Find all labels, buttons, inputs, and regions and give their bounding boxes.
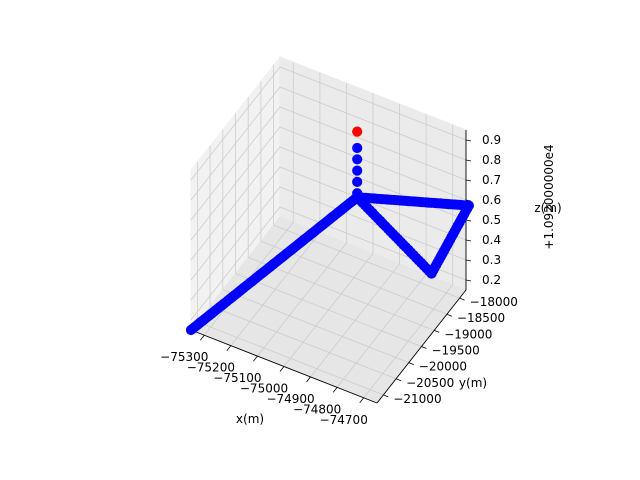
- x-tick-mark: [226, 345, 232, 351]
- x-tick-label: −74700: [320, 413, 368, 427]
- y-tick-label: −19500: [432, 344, 480, 358]
- z-gridline: [190, 146, 467, 261]
- y-axis-label: y(m): [459, 376, 487, 390]
- y-tick-label: −20000: [419, 360, 467, 374]
- y-tick-mark: [446, 313, 453, 317]
- z-tick-mark: [465, 159, 472, 162]
- y-tick-mark: [408, 362, 414, 366]
- y-tick-label: −18500: [457, 311, 505, 325]
- x-tick-label: −74900: [266, 392, 314, 406]
- z-gridline: [190, 206, 467, 321]
- z-gridline: [190, 86, 467, 201]
- y-gridline: [273, 65, 460, 299]
- x-tick-mark: [199, 334, 205, 341]
- y-tick-mark: [383, 394, 389, 398]
- data-point: [352, 176, 363, 187]
- y-tick-mark: [395, 378, 402, 382]
- z-tick-mark: [465, 139, 472, 142]
- z-tick-label: 0.7: [482, 173, 501, 187]
- data-point: [352, 192, 363, 203]
- x-tick-label: −74800: [293, 402, 341, 416]
- z-axis-label: z(m): [534, 201, 561, 215]
- x-tick-mark: [332, 387, 338, 393]
- z-tick-label: 0.8: [482, 153, 501, 167]
- y-tick-label: −20500: [406, 376, 454, 390]
- z-tick-label: 0.6: [482, 193, 501, 207]
- data-point: [352, 142, 363, 154]
- z-offset-label: +1.092000000e4: [542, 144, 556, 249]
- y-gridline: [222, 129, 409, 363]
- data-point: [352, 165, 363, 176]
- y-tick-label: −21000: [393, 392, 441, 406]
- z-tick-mark: [465, 239, 472, 242]
- x-gridline: [283, 93, 374, 367]
- x-gridline: [310, 103, 401, 378]
- tick-marks: [199, 139, 472, 404]
- z-tick-label: 0.2: [482, 273, 501, 287]
- z-tick-label: 0.5: [482, 213, 501, 227]
- y-gridline: [247, 97, 435, 331]
- x-tick-label: −75300: [160, 350, 208, 364]
- y-tick-mark: [421, 346, 427, 349]
- x-gridline: [363, 124, 454, 399]
- x-tick-label: −75000: [240, 382, 288, 396]
- z-tick-label: 0.3: [482, 253, 501, 267]
- data-points: [185, 126, 474, 336]
- x-gridline: [257, 83, 347, 357]
- x-axis-label: x(m): [236, 412, 264, 426]
- grid-lines: [190, 62, 467, 399]
- y-gridline: [260, 81, 448, 315]
- x-tick-mark: [253, 355, 258, 362]
- data-point: [352, 154, 363, 165]
- y-tick-label: −19000: [444, 327, 492, 341]
- y-gridline: [235, 113, 422, 347]
- z-tick-label: 0.9: [482, 133, 501, 147]
- data-point: [352, 126, 363, 137]
- axis-labels-group: −75300−75200−75100−75000−74900−74800−747…: [160, 133, 562, 427]
- x-tick-mark: [279, 366, 285, 372]
- z-gridline: [190, 106, 467, 221]
- z-tick-mark: [465, 219, 472, 222]
- y-tick-label: −18000: [470, 295, 518, 309]
- y-tick-mark: [459, 297, 465, 301]
- z-gridline: [190, 166, 467, 281]
- z-gridline: [190, 186, 467, 301]
- axes-panes: [190, 55, 467, 404]
- z-tick-mark: [465, 279, 472, 282]
- z-gridline: [190, 126, 467, 241]
- z-gridline: [190, 66, 467, 181]
- data-point: [185, 324, 197, 336]
- y-gridline: [209, 145, 397, 380]
- y-tick-mark: [434, 329, 440, 333]
- x-tick-label: −75100: [213, 371, 261, 385]
- x-tick-label: −75200: [187, 361, 235, 375]
- z-tick-label: 0.4: [482, 233, 501, 247]
- x-tick-mark: [306, 376, 311, 383]
- z-tick-mark: [465, 259, 472, 262]
- x-tick-mark: [359, 397, 365, 404]
- z-tick-mark: [465, 179, 472, 182]
